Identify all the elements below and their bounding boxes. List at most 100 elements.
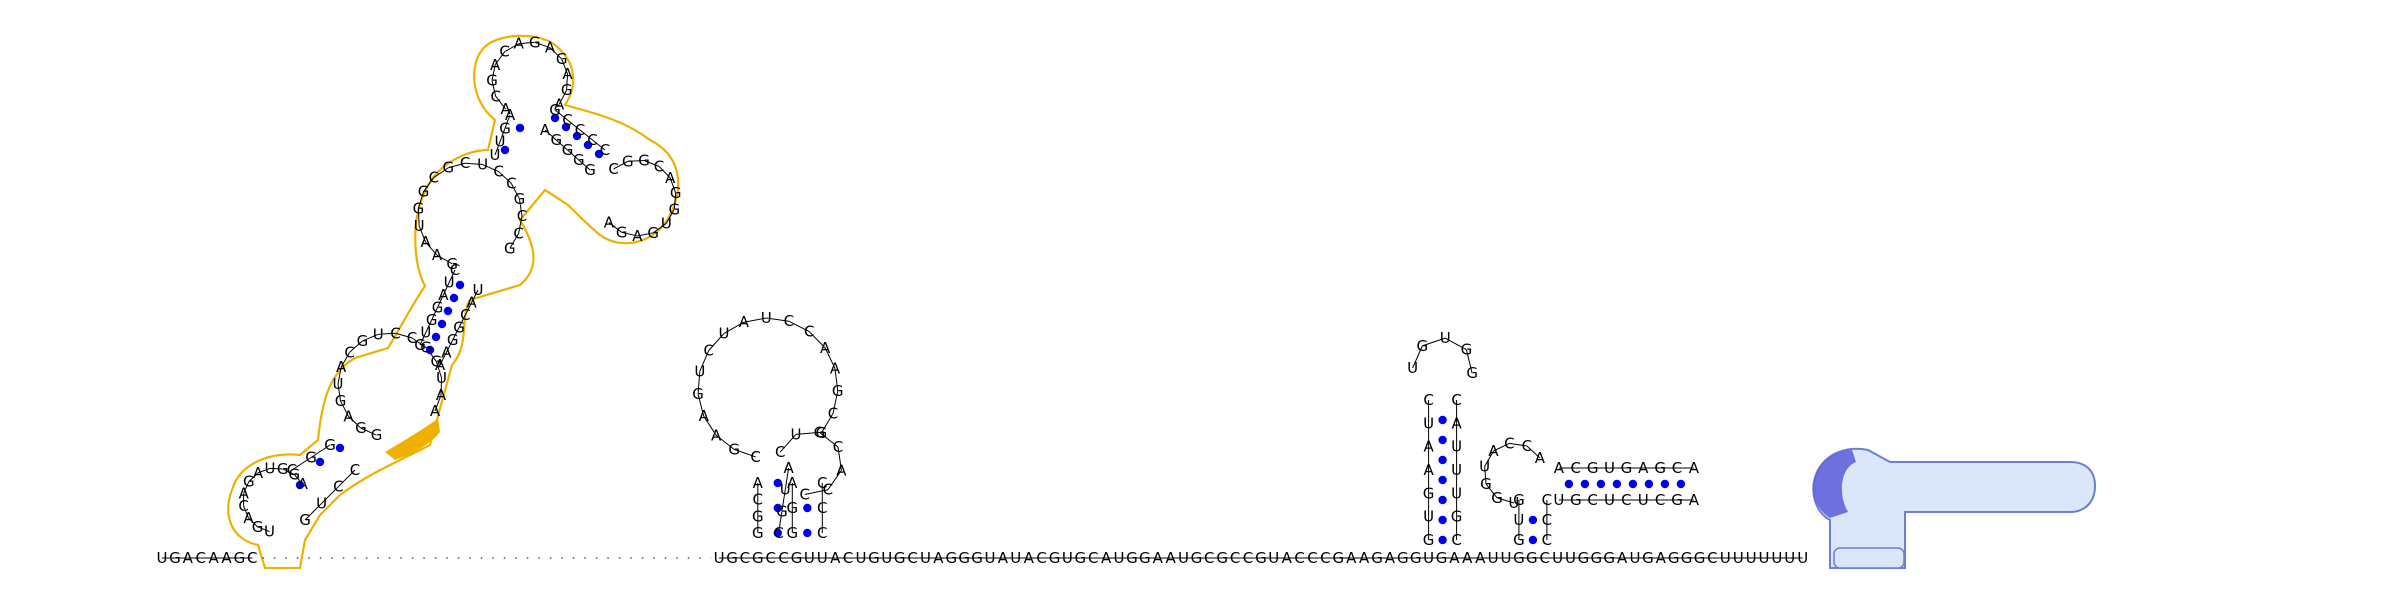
- base-pair-dot: [572, 131, 582, 141]
- backbone-segment: [788, 320, 810, 332]
- nucleotide: A: [436, 386, 447, 404]
- backbone-segment: [248, 472, 259, 483]
- nucleotide: A: [665, 169, 676, 187]
- backbone-segment: [1496, 497, 1515, 504]
- nucleotide: A: [1554, 459, 1565, 477]
- nucleotide: C: [460, 154, 470, 172]
- backbone-segment: [445, 339, 454, 353]
- backbone-segment: [282, 468, 295, 475]
- nucleotide: U: [1114, 549, 1125, 567]
- nucleotide: A: [1488, 442, 1499, 460]
- nucleotide: U: [1746, 549, 1757, 567]
- nucleotide: G: [1621, 459, 1633, 477]
- backbone-segment: [439, 352, 447, 366]
- nucleotide: U: [333, 375, 344, 393]
- nucleotide: U: [1638, 491, 1649, 509]
- nucleotide: C: [823, 481, 833, 499]
- backbone-segment: [423, 177, 435, 192]
- base-pair-dot: [425, 345, 435, 355]
- backbone-segment: [534, 41, 551, 49]
- backbone-segment: [437, 294, 444, 308]
- nucleotide: C: [238, 497, 248, 515]
- nucleotide: C: [608, 160, 618, 178]
- nucleotide: C: [1655, 491, 1665, 509]
- backbone-segment: [434, 394, 442, 412]
- nucleotide: A: [208, 549, 219, 567]
- nucleotide: U: [1553, 491, 1564, 509]
- nucleotide: U: [473, 281, 484, 299]
- nucleotide: U: [694, 362, 705, 380]
- nucleotide: G: [499, 119, 511, 137]
- nucleotide: A: [1535, 449, 1546, 467]
- nucleotide: C: [490, 87, 500, 105]
- nucleotide: A: [514, 35, 525, 53]
- nucleotide: G: [1603, 549, 1615, 567]
- nucleotide: U: [444, 274, 455, 292]
- nucleotide: A: [1346, 549, 1357, 567]
- backbone-segment: [819, 431, 839, 448]
- backbone-segment: [248, 517, 258, 528]
- nucleotide: U: [1440, 329, 1451, 347]
- backbone-segment: [781, 489, 786, 512]
- backbone-segment: [362, 333, 379, 342]
- nucleotide: A: [183, 549, 194, 567]
- nucleotide: G: [814, 423, 826, 441]
- nucleotide: C: [1587, 491, 1597, 509]
- backbone-segment: [804, 489, 828, 496]
- base-pair-dot: [1660, 479, 1670, 489]
- backbone-segment: [1484, 466, 1487, 484]
- nucleotide: C: [587, 131, 597, 149]
- backbone-segment: [715, 434, 735, 450]
- nucleotide: G: [1049, 549, 1061, 567]
- nucleotide: C: [1621, 491, 1631, 509]
- backbone-segment: [417, 191, 425, 209]
- nucleotide: U: [1501, 549, 1512, 567]
- nucleotide: U: [1062, 549, 1073, 567]
- nucleotide: G: [1216, 549, 1228, 567]
- nucleotide: A: [432, 246, 443, 264]
- nucleotide: A: [933, 549, 944, 567]
- nucleotide: G: [1410, 549, 1422, 567]
- nucleotide: G: [561, 81, 573, 99]
- nucleotide: A: [441, 344, 452, 362]
- nucleotide: U: [790, 425, 801, 443]
- nucleotide: U: [1720, 549, 1731, 567]
- nucleotide: G: [816, 424, 828, 442]
- backbone-segment: [442, 282, 450, 296]
- nucleotide: G: [305, 449, 317, 467]
- nucleotide: U: [1451, 438, 1462, 456]
- nucleotide: G: [776, 502, 788, 520]
- nucleotide: A: [253, 464, 264, 482]
- base-pair-dot: [500, 145, 510, 155]
- backbone-segment: [652, 222, 667, 234]
- nucleotide: C: [654, 157, 664, 175]
- nucleotide: G: [692, 385, 704, 403]
- backbone-segment: [509, 233, 520, 249]
- nucleotide: C: [1088, 549, 1098, 567]
- base-pair-dot: [455, 280, 465, 290]
- backbone-segment: [491, 80, 497, 97]
- backbone-segment: [482, 164, 499, 173]
- nucleotide: C: [1243, 549, 1253, 567]
- nucleotide: G: [584, 161, 596, 179]
- nucleotide: U: [1552, 549, 1563, 567]
- backbone-segment: [518, 41, 535, 45]
- backbone-segment: [643, 160, 660, 167]
- nucleotide: U: [1010, 549, 1021, 567]
- base-pair-dot: [1438, 495, 1447, 505]
- backbone-segment: [291, 457, 312, 471]
- nucleotide: G: [1480, 475, 1492, 493]
- nucleotide: C: [740, 549, 750, 567]
- backbone-segment: [321, 486, 339, 504]
- nucleotide: C: [1036, 549, 1046, 567]
- nucleotide: A: [1638, 459, 1649, 477]
- backbone-segment: [1485, 483, 1498, 499]
- backbone-segment: [417, 208, 420, 226]
- nucleotide: C: [513, 224, 523, 242]
- nucleotide: C: [344, 343, 354, 361]
- nucleotide: G: [420, 339, 432, 357]
- backbone-segment: [349, 340, 363, 353]
- nucleotide: A: [420, 233, 431, 251]
- nucleotide: G: [288, 465, 300, 483]
